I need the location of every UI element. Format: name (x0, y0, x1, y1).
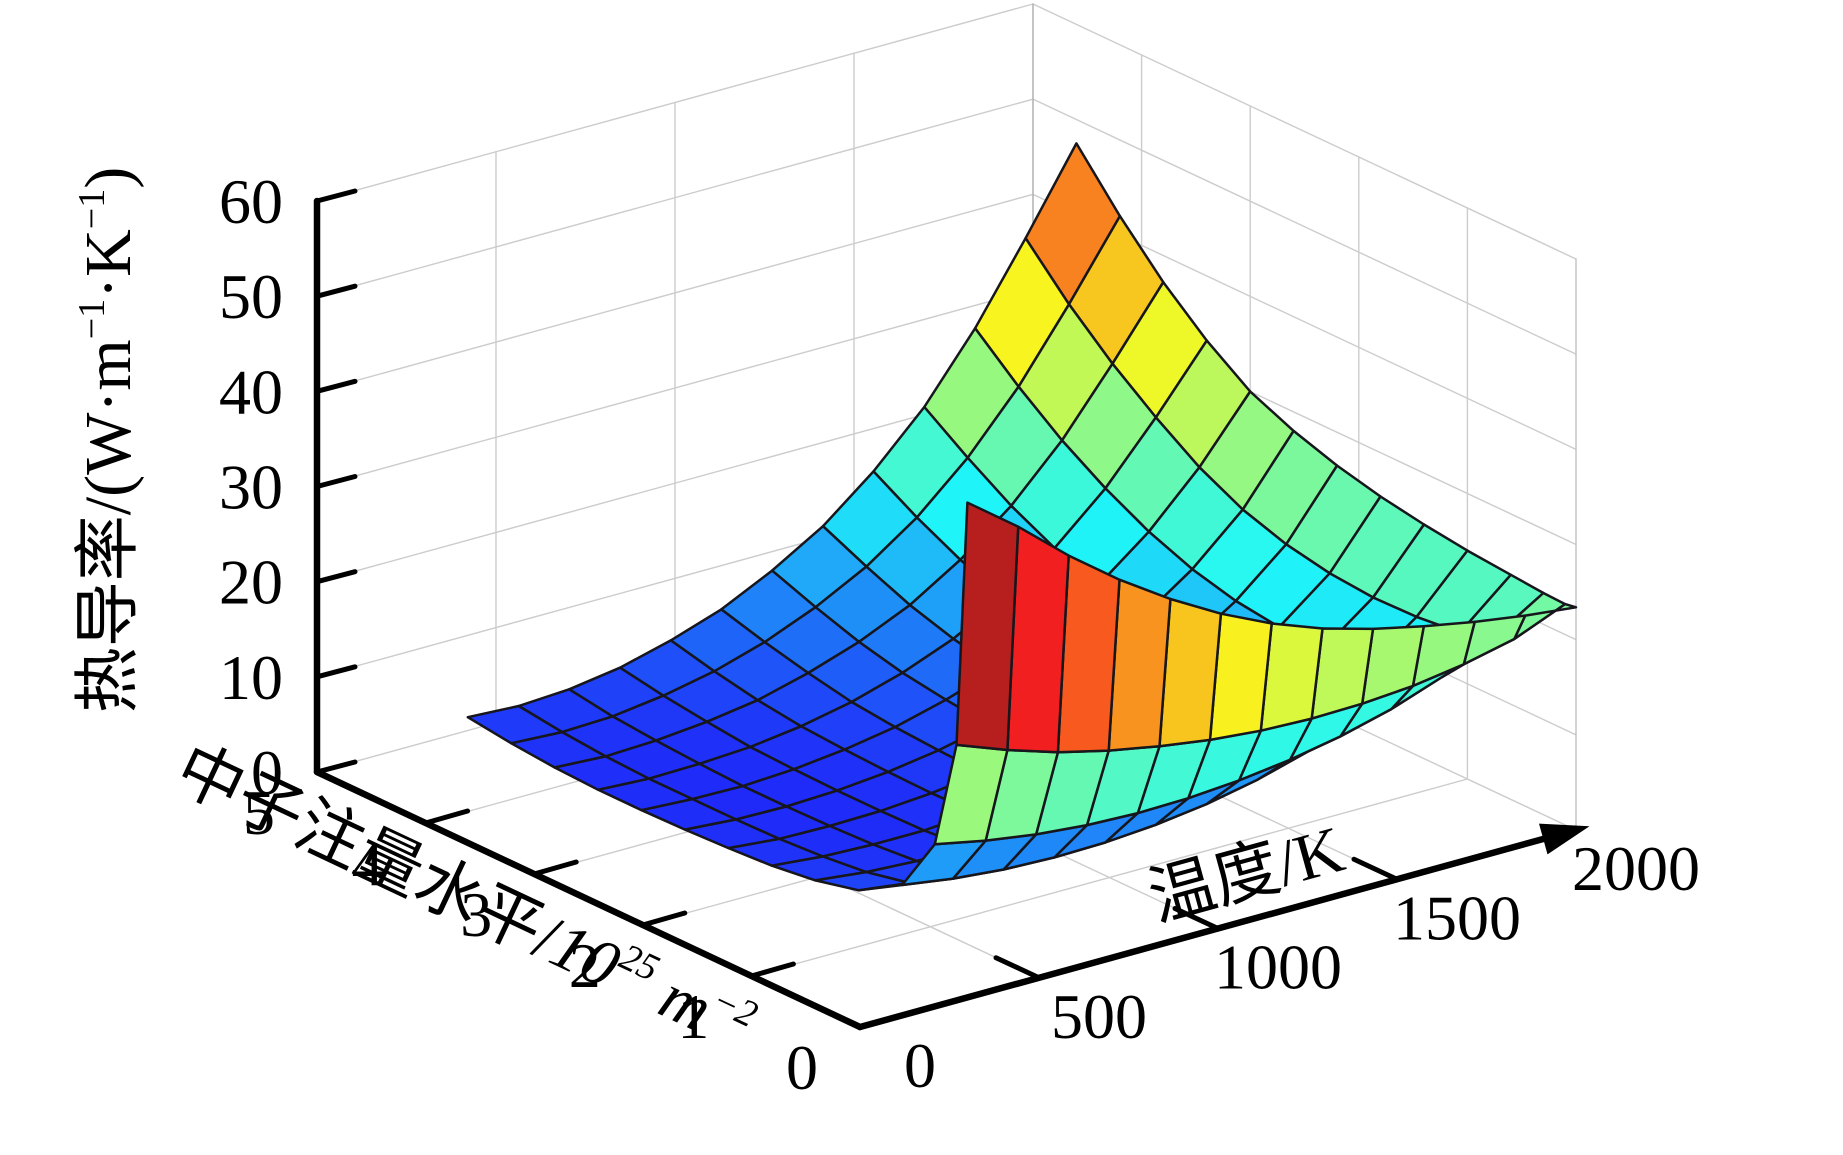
z-tick-label: 40 (219, 356, 283, 427)
y-tick-label: 1 (677, 981, 709, 1052)
x-tick (1172, 906, 1221, 931)
y-tick-label: 0 (786, 1032, 818, 1103)
y-axis-line (313, 768, 864, 1031)
wall-grid-horizontal (1032, 98, 1577, 355)
x-tick-label: 1000 (1214, 932, 1342, 1003)
z-tick-label: 50 (219, 261, 283, 332)
tick-marks (314, 188, 1400, 981)
z-tick-label: 10 (219, 642, 283, 713)
z-tick-label: 60 (219, 166, 283, 237)
y-tick-label: 5 (243, 777, 275, 848)
x-axis-title: 温度/K (1141, 813, 1351, 936)
y-tick (531, 859, 579, 877)
x-tick (1351, 856, 1400, 882)
y-tick (640, 910, 688, 928)
z-tick (314, 378, 358, 394)
x-tick-label: 500 (1051, 981, 1147, 1052)
z-axis-title: 热导率/(W·m−1·K−1) (71, 167, 145, 713)
wall-grid-horizontal (316, 98, 1034, 297)
y-tick (423, 808, 471, 826)
x-tick-label: 0 (904, 1030, 936, 1101)
y-tick (748, 961, 796, 979)
x-tick-label: 2000 (1572, 833, 1700, 904)
y-tick-label: 2 (569, 930, 601, 1001)
z-tick (314, 664, 358, 680)
z-tick (314, 188, 358, 204)
z-tick-label: 0 (251, 737, 283, 808)
floor-grid-line (750, 778, 1469, 977)
surface-face (955, 501, 1020, 752)
wall-grid-horizontal (316, 288, 1034, 488)
z-tick-label: 30 (219, 452, 283, 523)
y-tick-label: 4 (352, 828, 384, 899)
z-tick (314, 759, 358, 775)
z-tick (314, 283, 358, 299)
wall-grid-horizontal (316, 193, 1034, 393)
z-tick-label: 20 (219, 547, 283, 618)
x-tick-label: 1500 (1393, 882, 1521, 953)
surface-mesh (466, 142, 1578, 892)
y-tick-label: 3 (460, 879, 492, 950)
wall-grid-horizontal (1032, 3, 1577, 260)
x-tick (993, 955, 1042, 981)
wall-grid-horizontal (316, 383, 1034, 583)
z-tick (314, 474, 358, 489)
wall-grid-horizontal (316, 3, 1034, 202)
z-tick (314, 569, 358, 585)
x-axis-arrowhead (1539, 823, 1590, 855)
